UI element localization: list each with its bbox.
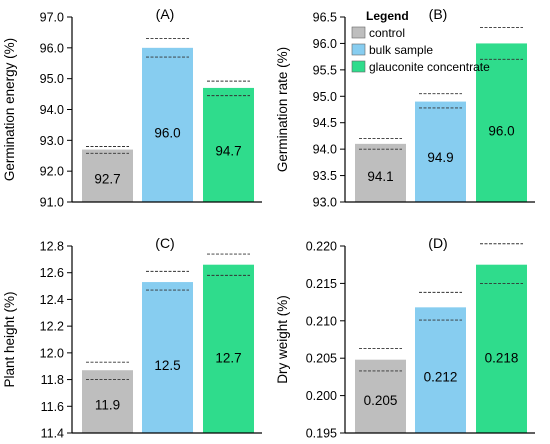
y-tick-label: 0.210 xyxy=(306,314,337,328)
y-tick-label: 12.4 xyxy=(40,293,64,307)
y-tick-label: 0.200 xyxy=(306,389,337,403)
y-tick-label: 12.6 xyxy=(40,266,64,280)
y-tick-label: 93.0 xyxy=(313,196,337,210)
data-label: 92.7 xyxy=(94,171,120,186)
bar-2 xyxy=(415,307,466,433)
y-tick-label: 0.215 xyxy=(306,277,337,291)
bar-2 xyxy=(142,47,193,203)
panel-4: (D) Dry weight (%) 0.195 0.200 0.205 0.210 0.2… xyxy=(275,235,535,441)
panel-title: (D) xyxy=(428,235,447,251)
bar-3 xyxy=(203,264,254,433)
y-tick-label: 11.8 xyxy=(41,373,64,387)
legend-swatch-control xyxy=(351,26,366,39)
y-tick-label: 95.0 xyxy=(40,72,64,86)
panel-1: (A) Germination energy (%) 91.0 92.0 93.0 94.… xyxy=(2,6,262,210)
legend-label-control: control xyxy=(369,26,405,40)
y-tick-label: 12.8 xyxy=(40,240,64,254)
y-tick-label: 94.0 xyxy=(313,143,337,157)
bar-3 xyxy=(476,264,527,433)
bar-1 xyxy=(355,359,406,433)
y-tick-label: 95.5 xyxy=(313,63,337,77)
panels: (A) Germination energy (%) 91.0 92.0 93.0 94.… xyxy=(2,6,535,441)
panel-title: (C) xyxy=(155,235,174,251)
bar-2 xyxy=(142,282,193,433)
y-tick-label: 0.220 xyxy=(306,240,337,254)
data-label: 94.1 xyxy=(367,169,393,184)
y-axis-label: Germination energy (%) xyxy=(2,38,17,181)
legend-label-bulk-sample: bulk sample xyxy=(369,43,433,57)
data-label: 0.218 xyxy=(485,350,519,365)
y-axis-label: Dry weight (%) xyxy=(275,295,290,384)
data-label: 94.7 xyxy=(215,144,241,159)
panel-3: (C) Plant height (%) 11.4 11.6 11.8 12.0 12.2 1… xyxy=(2,235,262,441)
y-axis-label: Germination rate (%) xyxy=(275,47,290,172)
y-tick-label: 92.0 xyxy=(40,165,64,179)
bar-1 xyxy=(355,143,406,202)
bar-1 xyxy=(82,149,133,202)
legend-swatch-glauconite-concentrate xyxy=(351,60,366,73)
data-label: 0.212 xyxy=(424,369,458,384)
y-tick-label: 11.6 xyxy=(41,400,64,414)
y-tick-label: 93.5 xyxy=(313,169,337,183)
y-tick-label: 0.205 xyxy=(306,352,337,366)
y-tick-label: 93.0 xyxy=(40,134,64,148)
bar-3 xyxy=(203,87,254,202)
data-label: 94.9 xyxy=(427,150,453,165)
y-axis-label: Plant height (%) xyxy=(2,291,17,387)
y-tick-label: 96.0 xyxy=(313,37,337,51)
bar-3 xyxy=(476,43,527,202)
panel-title: (A) xyxy=(156,6,175,22)
y-tick-label: 94.0 xyxy=(40,103,64,117)
y-tick-label: 91.0 xyxy=(40,196,64,210)
data-label: 96.0 xyxy=(154,126,180,141)
panel-title: (B) xyxy=(429,6,448,22)
bar-2 xyxy=(415,101,466,202)
y-tick-label: 0.195 xyxy=(306,427,337,441)
y-tick-label: 96.0 xyxy=(40,41,64,55)
data-label: 0.205 xyxy=(364,393,398,408)
y-tick-label: 11.4 xyxy=(41,427,64,441)
legend-title: Legend xyxy=(366,9,409,23)
legend-label-glauconite-concentrate: glauconite concentrate xyxy=(369,60,490,74)
y-tick-label: 97.0 xyxy=(40,11,64,25)
data-label: 11.9 xyxy=(95,398,120,413)
y-tick-label: 94.5 xyxy=(313,116,337,130)
data-label: 12.5 xyxy=(154,358,180,373)
legend: Legend control bulk sample glauconite co… xyxy=(351,9,490,74)
bar-1 xyxy=(82,370,133,433)
data-label: 96.0 xyxy=(488,124,514,139)
y-tick-label: 12.0 xyxy=(40,346,64,360)
panel-2: (B) Germination rate (%) 93.0 93.5 94.0 94.5 9… xyxy=(275,6,535,210)
data-label: 12.7 xyxy=(215,350,241,365)
y-tick-label: 95.0 xyxy=(313,90,337,104)
y-tick-label: 96.5 xyxy=(313,11,337,25)
legend-swatch-bulk-sample xyxy=(351,43,366,56)
y-tick-label: 12.2 xyxy=(40,320,64,334)
